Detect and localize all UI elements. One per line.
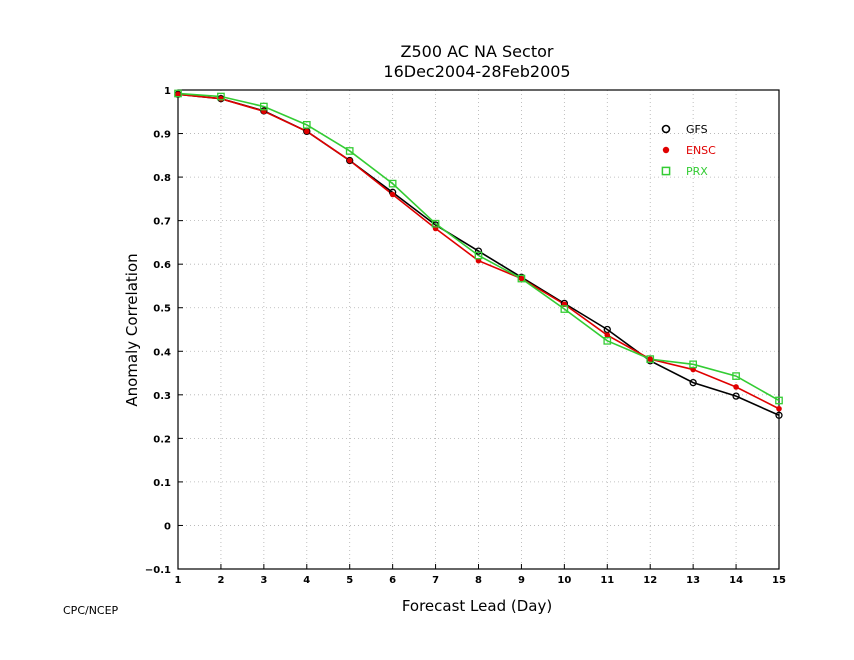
x-tick-label: 5 bbox=[346, 575, 353, 586]
data-point-ensc bbox=[647, 356, 654, 362]
x-tick-label: 3 bbox=[260, 575, 267, 586]
legend-item-gfs: GFS bbox=[661, 123, 708, 136]
data-point-prx bbox=[732, 372, 740, 380]
data-point-prx bbox=[775, 396, 783, 405]
data-point-ensc bbox=[518, 275, 525, 282]
data-point-gfs bbox=[474, 247, 483, 255]
y-tick-label: 0.3 bbox=[153, 391, 171, 402]
x-tick-label: 13 bbox=[686, 575, 700, 586]
x-tick-label: 9 bbox=[518, 575, 525, 586]
credit-label: CPC/NCEP bbox=[63, 604, 119, 617]
series-line-prx bbox=[177, 92, 780, 402]
data-point-prx bbox=[388, 179, 397, 188]
x-tick-label: 2 bbox=[217, 575, 224, 586]
x-tick-label: 1 bbox=[175, 575, 182, 586]
legend-marker-gfs bbox=[661, 124, 671, 134]
y-tick-label: 1 bbox=[164, 86, 171, 97]
y-axis-label: Anomaly Correlation bbox=[123, 253, 141, 406]
data-point-prx bbox=[603, 336, 612, 345]
data-point-prx bbox=[517, 274, 526, 283]
y-tick-label: 0.8 bbox=[153, 173, 171, 184]
x-axis-label: Forecast Lead (Day) bbox=[402, 597, 552, 615]
data-point-prx bbox=[174, 89, 182, 98]
data-point-prx bbox=[689, 360, 697, 369]
data-point-gfs bbox=[689, 378, 697, 387]
y-tick-label: 0.1 bbox=[153, 478, 171, 489]
data-point-ensc bbox=[218, 95, 224, 102]
legend-marker-ensc bbox=[662, 146, 670, 154]
x-tick-label: 6 bbox=[389, 575, 396, 586]
data-point-prx bbox=[431, 219, 440, 228]
plot-frame bbox=[177, 89, 780, 570]
y-tick-label: 0.9 bbox=[153, 130, 171, 141]
series-points-prx bbox=[174, 89, 783, 405]
data-point-ensc bbox=[733, 384, 739, 390]
legend-label-prx: PRX bbox=[686, 165, 708, 178]
data-point-prx bbox=[474, 251, 483, 260]
legend-marker-prx bbox=[661, 166, 671, 176]
x-tick-label: 12 bbox=[643, 575, 657, 586]
data-point-ensc bbox=[389, 191, 396, 198]
x-tick-label: 14 bbox=[729, 575, 743, 586]
data-point-prx bbox=[646, 355, 655, 363]
axes: 1 2 3 4 5 6 7 8 9 10 11 12 13 14 15−0.100.10.20.30.40.… bbox=[145, 86, 786, 586]
data-point-ensc bbox=[303, 128, 310, 135]
data-point-ensc bbox=[604, 332, 611, 338]
x-tick-label: 7 bbox=[432, 575, 439, 586]
chart-title: Z500 AC NA Sector bbox=[401, 42, 554, 61]
legend-item-ensc: ENSC bbox=[662, 144, 716, 157]
legend-label-gfs: GFS bbox=[686, 123, 708, 136]
y-tick-label: 0.2 bbox=[153, 434, 171, 445]
y-tick-label: 0 bbox=[164, 521, 171, 532]
data-point-prx bbox=[302, 120, 311, 129]
data-point-prx bbox=[560, 305, 569, 313]
y-tick-label: 0.6 bbox=[153, 260, 171, 271]
data-point-ensc bbox=[776, 405, 782, 412]
data-point-gfs bbox=[775, 411, 783, 419]
data-point-gfs bbox=[346, 156, 354, 165]
data-point-ensc bbox=[175, 91, 181, 98]
x-tick-label: 4 bbox=[303, 575, 310, 586]
legend-label-ensc: ENSC bbox=[686, 144, 716, 157]
x-tick-label: 11 bbox=[600, 575, 614, 586]
grid-lines bbox=[178, 90, 779, 569]
chart-subtitle: 16Dec2004-28Feb2005 bbox=[383, 62, 570, 81]
y-tick-label: 0.5 bbox=[153, 304, 171, 315]
y-tick-label: −0.1 bbox=[145, 565, 171, 576]
series-prx bbox=[177, 92, 780, 402]
data-point-prx bbox=[260, 102, 268, 111]
data-point-prx bbox=[217, 92, 225, 101]
x-tick-label: 10 bbox=[557, 575, 571, 586]
x-tick-label: 15 bbox=[772, 575, 786, 586]
data-point-ensc bbox=[346, 157, 353, 164]
legend: GFS ENSC PRX bbox=[661, 123, 716, 178]
legend-item-prx: PRX bbox=[661, 165, 708, 178]
y-tick-label: 0.7 bbox=[153, 217, 171, 228]
data-point-prx bbox=[345, 147, 354, 155]
x-tick-label: 8 bbox=[475, 575, 482, 586]
series-lines bbox=[174, 89, 783, 419]
data-point-gfs bbox=[732, 392, 740, 400]
y-tick-label: 0.4 bbox=[153, 347, 171, 358]
